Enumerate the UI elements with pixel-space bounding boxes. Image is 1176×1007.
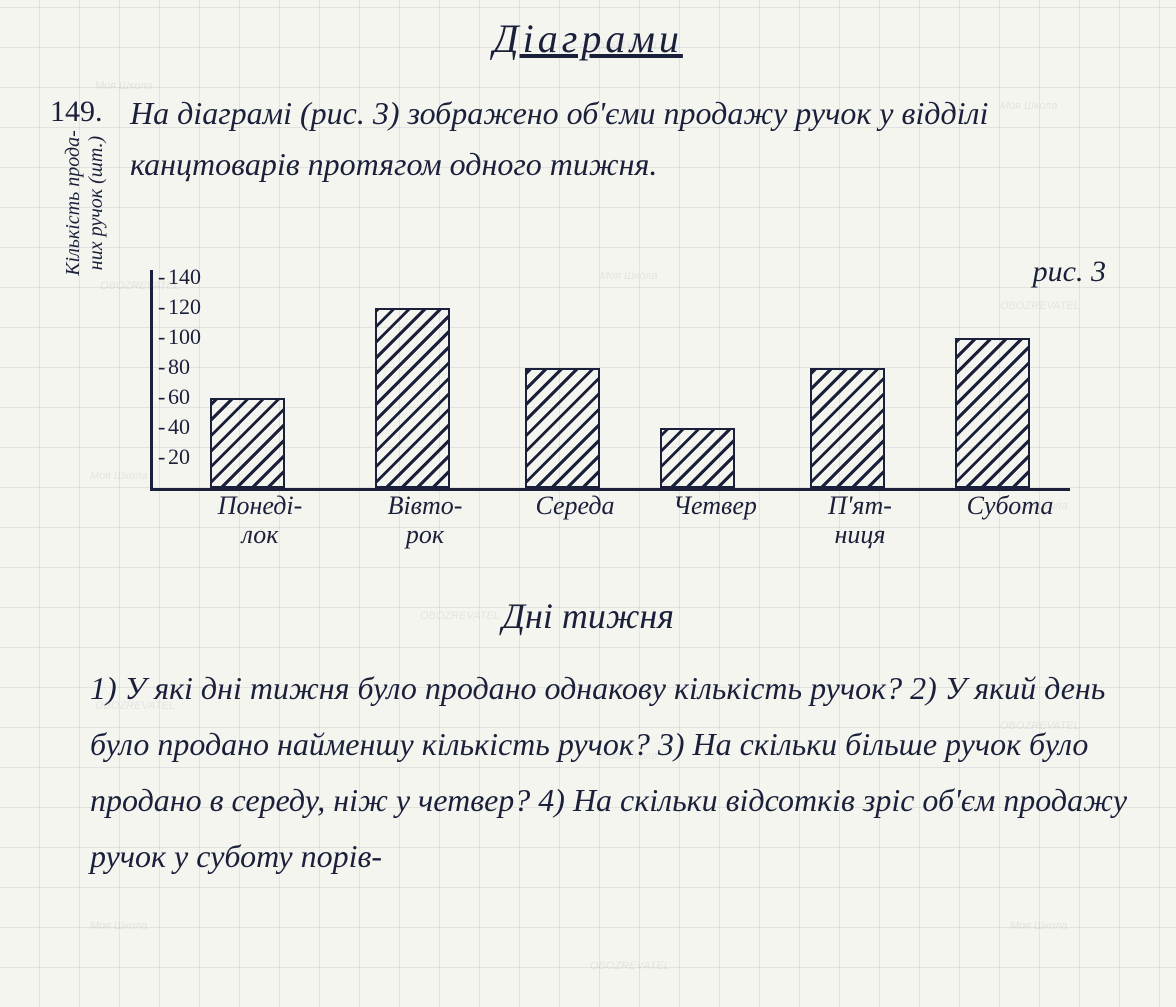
watermark: OBOZREVATEL	[590, 960, 670, 972]
watermark: OBOZREVATEL	[420, 610, 500, 622]
x-label: Четвер	[655, 492, 775, 521]
intro-text: На діаграмі (рис. 3) зображено об'єми пр…	[130, 88, 1146, 190]
x-label: Субота	[950, 492, 1070, 521]
x-label: Вівто-рок	[365, 492, 485, 549]
bar	[810, 368, 885, 488]
page-title: Діаграми	[493, 15, 683, 62]
bar	[660, 428, 735, 488]
x-label: Середа	[515, 492, 635, 521]
y-tick: 100	[168, 324, 201, 350]
y-axis-label: Кількість прода-них ручок (шт.)	[62, 103, 108, 303]
x-label: Понеді-лок	[200, 492, 320, 549]
watermark: Моя Школа	[1010, 920, 1068, 932]
bar	[375, 308, 450, 488]
bar	[955, 338, 1030, 488]
y-tick: 40	[168, 414, 190, 440]
x-axis-title: Дні тижня	[502, 595, 674, 637]
y-tick: 20	[168, 444, 190, 470]
questions-text: 1) У які дні тижня було продано однакову…	[90, 660, 1131, 884]
bar	[525, 368, 600, 488]
y-tick: 80	[168, 354, 190, 380]
x-label: П'ят-ниця	[800, 492, 920, 549]
y-axis-line	[150, 270, 153, 490]
y-tick: 120	[168, 294, 201, 320]
bar	[210, 398, 285, 488]
y-tick: 60	[168, 384, 190, 410]
y-tick: 140	[168, 264, 201, 290]
bar-chart: Кількість прода-них ручок (шт.) 20406080…	[120, 270, 1070, 580]
watermark: Моя Школа	[90, 920, 148, 932]
